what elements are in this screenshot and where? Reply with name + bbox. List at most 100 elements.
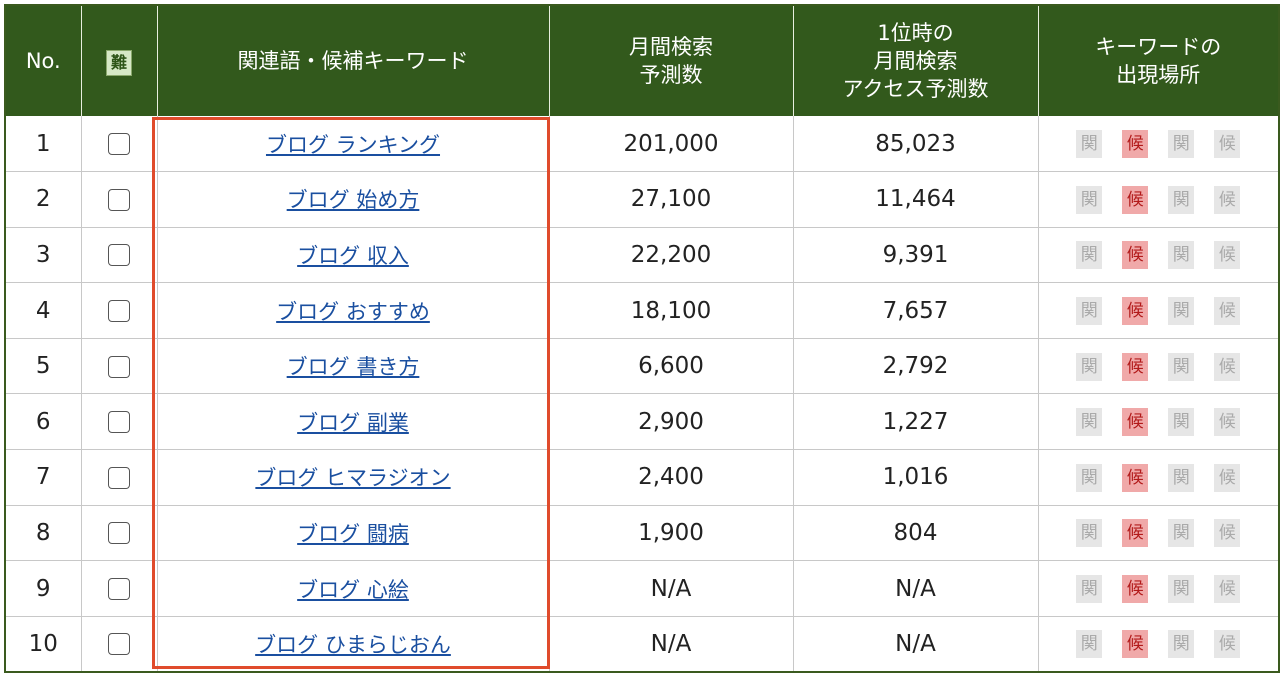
keyword-cell: ブログ おすすめ	[157, 282, 550, 339]
table-body: 1 ブログ ランキング 201,000 85,023 関候関候 2 ブログ 始め…	[5, 116, 1279, 672]
row-checkbox-cell[interactable]	[81, 338, 158, 395]
row-checkbox[interactable]	[108, 355, 130, 378]
appearance-badge-active: 候	[1122, 630, 1149, 659]
appearance-cell: 関候関候	[1038, 116, 1279, 173]
monthly-search-value: N/A	[549, 616, 794, 672]
keyword-cell: ブログ 始め方	[157, 171, 550, 228]
appearance-badge: 関	[1076, 241, 1103, 270]
top-access-value: 1,016	[793, 449, 1039, 506]
row-checkbox-cell[interactable]	[81, 282, 158, 339]
appearance-badge-active: 候	[1122, 352, 1149, 381]
row-checkbox-cell[interactable]	[81, 116, 158, 173]
row-checkbox-cell[interactable]	[81, 616, 158, 672]
table-row: 7 ブログ ヒマラジオン 2,400 1,016 関候関候	[5, 449, 1279, 506]
row-checkbox-cell[interactable]	[81, 393, 158, 451]
row-number: 3	[5, 227, 82, 284]
keyword-link[interactable]: ブログ 副業	[297, 410, 409, 435]
keyword-cell: ブログ 書き方	[157, 338, 550, 395]
table-row: 1 ブログ ランキング 201,000 85,023 関候関候	[5, 116, 1279, 173]
appearance-badge: 関	[1076, 630, 1103, 659]
header-top-access: 1位時の 月間検索 アクセス予測数	[793, 5, 1039, 116]
top-access-value: 9,391	[793, 227, 1039, 284]
appearance-badge: 候	[1214, 352, 1241, 381]
appearance-cell: 関候関候	[1038, 171, 1279, 228]
appearance-badge: 関	[1076, 519, 1103, 548]
row-number: 2	[5, 171, 82, 228]
monthly-search-value: 2,900	[549, 393, 794, 451]
row-checkbox[interactable]	[108, 244, 130, 267]
appearance-badge: 関	[1168, 241, 1195, 270]
keyword-link[interactable]: ブログ 闘病	[297, 521, 409, 546]
appearance-badge-active: 候	[1122, 575, 1149, 604]
keyword-link[interactable]: ブログ ランキング	[265, 132, 441, 157]
keyword-link[interactable]: ブログ おすすめ	[276, 299, 430, 324]
keyword-cell: ブログ 闘病	[157, 505, 550, 562]
table-row: 8 ブログ 闘病 1,900 804 関候関候	[5, 505, 1279, 562]
row-number: 5	[5, 338, 82, 395]
keyword-link[interactable]: ブログ 始め方	[286, 188, 420, 213]
row-checkbox-cell[interactable]	[81, 449, 158, 506]
row-checkbox[interactable]	[108, 133, 130, 156]
appearance-badge-active: 候	[1122, 130, 1149, 159]
appearance-badge: 関	[1168, 185, 1195, 214]
monthly-search-value: 18,100	[549, 282, 794, 339]
header-difficulty[interactable]: 難	[81, 5, 158, 116]
appearance-badge: 関	[1168, 575, 1195, 604]
appearance-badge: 候	[1214, 408, 1241, 437]
appearance-cell: 関候関候	[1038, 616, 1279, 672]
keyword-link[interactable]: ブログ 収入	[297, 243, 409, 268]
appearance-badge: 候	[1214, 575, 1241, 604]
row-checkbox-cell[interactable]	[81, 560, 158, 617]
appearance-badge-active: 候	[1122, 241, 1149, 270]
row-checkbox[interactable]	[108, 522, 130, 545]
keyword-cell: ブログ ランキング	[157, 116, 550, 173]
appearance-badge: 関	[1076, 297, 1103, 326]
row-number: 7	[5, 449, 82, 506]
table-row: 6 ブログ 副業 2,900 1,227 関候関候	[5, 393, 1279, 451]
appearance-badge: 関	[1076, 463, 1103, 492]
appearance-cell: 関候関候	[1038, 282, 1279, 339]
top-access-value: 1,227	[793, 393, 1039, 451]
table-row: 10 ブログ ひまらじおん N/A N/A 関候関候	[5, 616, 1279, 672]
row-checkbox[interactable]	[108, 466, 130, 489]
appearance-badge: 関	[1076, 352, 1103, 381]
appearance-cell: 関候関候	[1038, 393, 1279, 451]
appearance-badge: 候	[1214, 519, 1241, 548]
monthly-search-value: N/A	[549, 560, 794, 617]
appearance-badge: 候	[1214, 241, 1241, 270]
row-checkbox[interactable]	[108, 578, 130, 601]
appearance-badge: 関	[1076, 130, 1103, 159]
header-keyword: 関連語・候補キーワード	[157, 5, 550, 116]
keyword-cell: ブログ 心絵	[157, 560, 550, 617]
row-number: 10	[5, 616, 82, 672]
keyword-cell: ブログ ヒマラジオン	[157, 449, 550, 506]
appearance-badge: 関	[1168, 519, 1195, 548]
keyword-link[interactable]: ブログ 書き方	[286, 355, 420, 380]
row-checkbox-cell[interactable]	[81, 227, 158, 284]
row-checkbox[interactable]	[108, 188, 130, 211]
row-checkbox-cell[interactable]	[81, 171, 158, 228]
row-checkbox[interactable]	[108, 300, 130, 323]
appearance-badge: 候	[1214, 185, 1241, 214]
appearance-badge: 関	[1168, 297, 1195, 326]
monthly-search-value: 22,200	[549, 227, 794, 284]
appearance-badge: 関	[1076, 408, 1103, 437]
table-row: 3 ブログ 収入 22,200 9,391 関候関候	[5, 227, 1279, 284]
keyword-link[interactable]: ブログ ひまらじおん	[255, 632, 451, 657]
keyword-link[interactable]: ブログ ヒマラジオン	[255, 466, 451, 491]
row-checkbox[interactable]	[108, 633, 130, 656]
appearance-badge-active: 候	[1122, 297, 1149, 326]
monthly-search-value: 27,100	[549, 171, 794, 228]
appearance-badge: 候	[1214, 297, 1241, 326]
difficulty-icon[interactable]: 難	[106, 49, 132, 76]
table-row: 4 ブログ おすすめ 18,100 7,657 関候関候	[5, 282, 1279, 339]
row-checkbox-cell[interactable]	[81, 505, 158, 562]
keyword-link[interactable]: ブログ 心絵	[297, 577, 409, 602]
row-checkbox[interactable]	[108, 411, 130, 434]
appearance-cell: 関候関候	[1038, 227, 1279, 284]
appearance-badge: 候	[1214, 630, 1241, 659]
appearance-cell: 関候関候	[1038, 449, 1279, 506]
row-number: 1	[5, 116, 82, 173]
appearance-cell: 関候関候	[1038, 338, 1279, 395]
keyword-cell: ブログ 収入	[157, 227, 550, 284]
